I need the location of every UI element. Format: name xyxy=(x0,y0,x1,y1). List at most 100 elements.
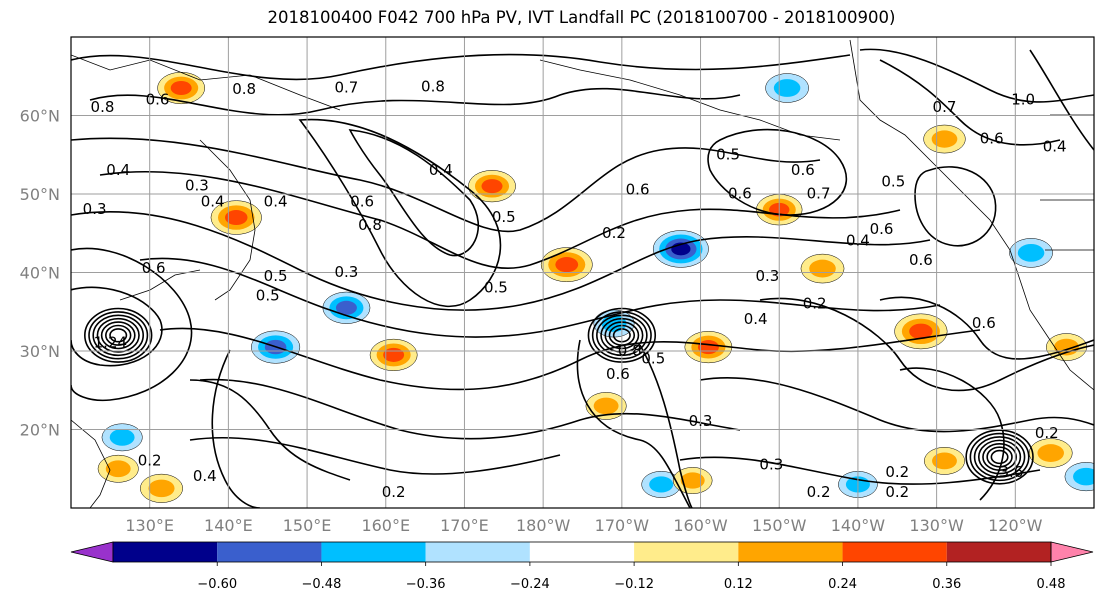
pv-anomaly-blob xyxy=(481,179,503,194)
colorbar-swatch xyxy=(842,542,947,562)
pv-contour-label: 0.6 xyxy=(980,130,1004,148)
colorbar-swatch xyxy=(217,542,322,562)
colorbar-tick-label: −0.48 xyxy=(302,577,342,592)
pv-contour-label: 0.8 xyxy=(421,78,445,96)
longitude-tick-label: 160°W xyxy=(673,516,728,535)
coastline xyxy=(199,139,256,301)
coastline xyxy=(849,39,1094,391)
pv-contour-label: 0.3 xyxy=(755,267,779,285)
longitude-axis: 130°E 140°E 150°E 160°E 170°E 180°W 170°W 160°W… xyxy=(125,516,1042,535)
pv-anomaly-blob xyxy=(1017,243,1045,262)
pv-contour-line xyxy=(759,297,1094,392)
longitude-tick-label: 140°E xyxy=(204,516,253,535)
pv-contour-ring xyxy=(982,442,1017,471)
pv-anomaly-blob xyxy=(649,476,674,493)
pv-contour-label: 0.4 xyxy=(201,192,225,210)
pv-anomaly-blob xyxy=(225,210,248,226)
pv-contour-labels: 0.80.60.80.7 0.80.40.40.30.4 0.60.80.40.30… xyxy=(83,78,1067,501)
longitude-tick-label: 170°W xyxy=(595,516,650,535)
pv-contour-ring xyxy=(965,429,1034,485)
pv-contour-label: 0.8 xyxy=(618,342,642,360)
coastline xyxy=(539,59,841,141)
pv-anomaly-blob xyxy=(383,347,405,362)
pv-contour-ring xyxy=(100,321,136,350)
latitude-axis: 20°N 30°N 40°N 50°N 60°N xyxy=(20,107,60,440)
pv-contour-label: 0.5 xyxy=(492,208,516,226)
pv-contour-ring xyxy=(977,439,1022,475)
pv-contour-label: 0.6 xyxy=(142,259,166,277)
pv-anomaly-blob xyxy=(697,340,719,355)
pv-contour-line xyxy=(71,286,163,367)
pv-anomaly-blob xyxy=(1073,467,1094,486)
pv-contour-label: 0.6 xyxy=(870,220,894,238)
pv-anomaly-blob xyxy=(680,472,705,489)
pv-contour-label: 0.2 xyxy=(885,463,909,481)
latitude-tick-label: 40°N xyxy=(20,264,60,283)
pv-anomaly-blob xyxy=(148,479,175,498)
pv-anomaly-blob xyxy=(335,300,357,315)
colorbar-extend-low xyxy=(70,541,114,563)
pv-contour-line xyxy=(699,376,1094,433)
pv-contour-label: 0.3 xyxy=(759,455,783,473)
pv-contour-label: 0.7 xyxy=(933,98,957,116)
colorbar-tick-label: 0.24 xyxy=(828,577,857,592)
longitude-tick-label: 160°E xyxy=(361,516,410,535)
pv-contour-label: 0.4 xyxy=(1043,137,1067,155)
pv-contour-ring xyxy=(96,317,140,353)
colorbar-swatch xyxy=(425,542,530,562)
pv-contour-label: 0.3 xyxy=(83,200,107,218)
pv-anomaly-blob xyxy=(931,130,958,148)
longitude-tick-label: 150°E xyxy=(283,516,332,535)
pv-contour-label: 1.24 xyxy=(94,334,127,352)
pv-contour-ring xyxy=(990,449,1009,465)
pv-contour-ring xyxy=(92,314,145,357)
pv-anomaly-blob xyxy=(909,323,933,340)
pv-contour-line xyxy=(71,137,821,233)
pv-contour-line xyxy=(879,296,1094,360)
pv-contour-ring xyxy=(84,307,153,363)
colorbar-swatch xyxy=(321,542,426,562)
colorbar-swatch xyxy=(946,542,1051,562)
latitude-tick-label: 60°N xyxy=(20,107,60,126)
pv-anomaly-blob xyxy=(109,428,135,446)
pv-contour-line xyxy=(199,378,741,440)
pv-contour-label: 0.6 xyxy=(606,365,630,383)
colorbar-tick-label: 0.36 xyxy=(932,577,961,592)
coastline xyxy=(71,54,341,111)
pv-contour-label: 0.6 xyxy=(146,90,170,108)
latitude-tick-label: 30°N xyxy=(20,342,60,361)
pv-anomaly-blob xyxy=(809,259,836,278)
pv-contour-label: 0.4 xyxy=(744,310,768,328)
colorbar-tick-label: −0.60 xyxy=(197,577,237,592)
longitude-tick-label: 130°E xyxy=(125,516,174,535)
pv-contour-label: 0.8 xyxy=(91,98,115,116)
pv-contour-label: 0.6 xyxy=(791,161,815,179)
pv-contour-label: 0.6 xyxy=(350,192,374,210)
pv-contour-label: 0.4 xyxy=(106,161,130,179)
pv-contour-label: 1.0 xyxy=(1011,90,1035,108)
pv-anomaly-blob xyxy=(170,81,192,96)
pv-contour-label: 0.2 xyxy=(803,294,827,312)
pv-contour-line xyxy=(139,257,941,338)
colorbar-tick-label: −0.24 xyxy=(510,577,550,592)
pv-contour-line xyxy=(298,118,502,308)
pv-contour-label: 0.2 xyxy=(382,483,406,501)
pv-contour-ring xyxy=(969,432,1030,482)
pv-contour-line xyxy=(576,339,691,508)
colorbar-swatch xyxy=(529,542,635,562)
colorbar-tick-label: −0.36 xyxy=(406,577,446,592)
pv-contour-line xyxy=(71,247,193,402)
pv-contour-line xyxy=(679,456,1041,485)
pv-contour-label: 0.3 xyxy=(185,177,209,195)
pv-contour-label: 0.2 xyxy=(807,483,831,501)
pv-contour-ring xyxy=(88,311,149,360)
pv-contour-label: 0.4 xyxy=(264,192,288,210)
colorbar-swatch xyxy=(738,542,843,562)
pv-contour-label: 0.6 xyxy=(972,314,996,332)
chart-title: 2018100400 F042 700 hPa PV, IVT Landfall… xyxy=(267,8,896,27)
pv-anomaly-blob xyxy=(1037,444,1064,462)
colorbar-swatch xyxy=(634,542,739,562)
colorbar-tick-label: 0.48 xyxy=(1037,577,1066,592)
pv-contour-line xyxy=(71,211,931,311)
